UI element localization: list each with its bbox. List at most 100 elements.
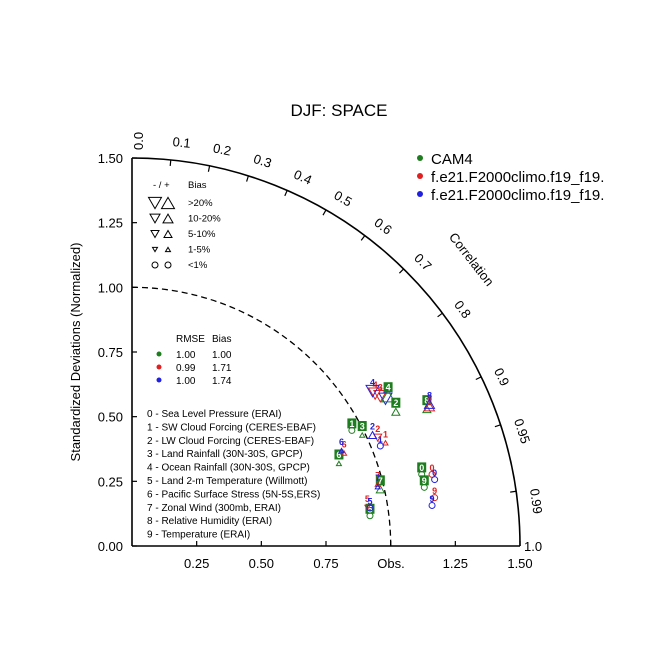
- data-point-label: 5: [367, 504, 372, 514]
- data-point-label-box: [375, 475, 385, 486]
- variable-label: 2 - LW Cloud Forcing (CERES-EBAF): [147, 436, 314, 447]
- bias-legend: - / + Bias >20% 10-20% 5-10% 1-5% <1%: [147, 180, 221, 271]
- legend-marker-cam4: [417, 155, 423, 161]
- variable-label: 4 - Ocean Rainfall (30N-30S, GPCP): [147, 463, 310, 474]
- y-tick-label: 0.75: [98, 345, 123, 360]
- bias-legend-positive-marker: [164, 246, 172, 253]
- data-point-label: 6: [339, 437, 344, 447]
- reference-std-arc: [131, 286, 392, 547]
- x-tick-label: 0.75: [313, 556, 338, 571]
- data-point-label: 6: [336, 450, 341, 460]
- data-point-marker: [335, 460, 343, 467]
- correlation-tick-label: 0.9: [491, 366, 512, 389]
- y-tick-label: 0.50: [98, 410, 123, 425]
- table-marker-blue: [156, 377, 162, 383]
- data-point-label: 2: [375, 424, 380, 434]
- rmse-header: RMSE: [176, 334, 205, 345]
- correlation-tick-mark: [284, 190, 288, 197]
- bias-value-1: 1.00: [212, 350, 232, 361]
- bias-header: Bias: [212, 334, 231, 345]
- data-point-label: 5: [367, 497, 372, 507]
- obs-label: Obs.: [377, 556, 404, 571]
- data-point-marker: [380, 389, 396, 403]
- bias-legend-positive-marker: [160, 196, 176, 210]
- data-point-marker: [358, 431, 366, 438]
- y-axis-title: Standardized Deviations (Normalized): [68, 243, 83, 462]
- rmse-value-2: 0.99: [176, 363, 196, 374]
- data-point-label: 0: [419, 463, 424, 473]
- data-point-label-box: [357, 421, 367, 432]
- bias-legend-negative-marker: [151, 246, 159, 253]
- correlation-tick-label: 0.3: [252, 151, 274, 171]
- data-point-label: 9: [422, 476, 427, 486]
- data-point-label: 3: [360, 422, 365, 432]
- bias-legend-rows: >20% 10-20% 5-10% 1-5% <1%: [147, 196, 221, 271]
- bias-legend-header: Bias: [188, 180, 207, 191]
- data-point-marker: [338, 447, 345, 454]
- data-point-label: 7: [375, 471, 380, 481]
- legend-marker-red: [417, 173, 423, 179]
- data-point-marker: [376, 442, 384, 450]
- data-point-marker: [367, 430, 378, 439]
- correlation-tick-mark: [169, 159, 172, 166]
- legend-model-1: CAM4: [431, 151, 473, 168]
- data-point-label-box: [422, 395, 432, 406]
- rmse-value-3: 1.00: [176, 376, 196, 387]
- correlation-tick-label: 0.99: [527, 488, 545, 515]
- y-tick-label: 0.25: [98, 474, 123, 489]
- x-axis-ticks: 0.25 0.50 0.75 1.25 1.50: [184, 541, 533, 571]
- bias-legend-negative-marker: [150, 230, 160, 239]
- data-point-label: 7: [378, 476, 383, 486]
- bias-legend-label: 5-10%: [188, 229, 216, 240]
- bias-legend-neutral-marker: [151, 261, 159, 269]
- data-point-label: 0: [430, 463, 435, 473]
- data-point-label: 7: [375, 473, 380, 483]
- data-point-marker: [390, 407, 401, 416]
- x-tick-label: 0.50: [249, 556, 274, 571]
- data-point-label: 4: [370, 378, 375, 388]
- variable-label: 5 - Land 2-m Temperature (Willmott): [147, 476, 307, 487]
- table-marker-red: [156, 364, 162, 370]
- bias-legend-label: 1-5%: [188, 245, 211, 256]
- data-point-label: 1: [383, 429, 388, 439]
- data-point-label: 1: [378, 434, 383, 444]
- chart-title: DJF: SPACE: [291, 101, 388, 120]
- data-point-label-box: [419, 475, 429, 486]
- top-end-label: 0.0: [131, 132, 146, 150]
- data-point-label: 5: [365, 494, 370, 504]
- bias-legend-positive-marker: [162, 213, 174, 224]
- bias-legend-signs: - / +: [153, 180, 170, 191]
- variable-label: 6 - Pacific Surface Stress (5N-5S,ERS): [147, 489, 320, 500]
- data-point-marker: [364, 504, 371, 511]
- data-point-label: 6: [342, 440, 347, 450]
- data-point-marker: [431, 476, 439, 484]
- variable-list: 0 - Sea Level Pressure (ERAI) 1 - SW Clou…: [147, 409, 320, 541]
- legend-model-2: f.e21.F2000climo.f19_f19.: [431, 169, 604, 186]
- data-point-marker: [365, 384, 380, 398]
- model-legend: CAM4 f.e21.F2000climo.f19_f19. f.e21.F20…: [417, 151, 604, 204]
- data-point-label: 0: [432, 468, 437, 478]
- data-point-marker: [423, 398, 436, 409]
- data-point-label: 9: [432, 486, 437, 496]
- variable-label: 8 - Relative Humidity (ERAI): [147, 516, 272, 527]
- data-points: 000111222333444555666777888999: [334, 378, 439, 520]
- data-point-marker: [428, 501, 436, 509]
- variable-label: 0 - Sea Level Pressure (ERAI): [147, 409, 282, 420]
- data-point-marker: [374, 483, 382, 490]
- data-point-label-box: [383, 382, 393, 393]
- bias-legend-negative-marker: [149, 213, 161, 224]
- correlation-tick-label: 0.2: [212, 140, 233, 158]
- y-tick-label: 1.50: [98, 151, 123, 166]
- correlation-tick-mark: [494, 424, 501, 428]
- bias-legend-label: 10-20%: [188, 214, 221, 225]
- y-tick-label: 1.25: [98, 216, 123, 231]
- bias-legend-neutral-marker: [164, 261, 172, 269]
- correlation-tick-mark: [510, 490, 517, 493]
- outer-correlation-arc: [131, 157, 521, 547]
- data-point-marker: [378, 392, 393, 406]
- correlation-tick-mark: [475, 376, 482, 381]
- correlation-tick-mark: [207, 165, 211, 172]
- data-point-label-box: [365, 503, 375, 514]
